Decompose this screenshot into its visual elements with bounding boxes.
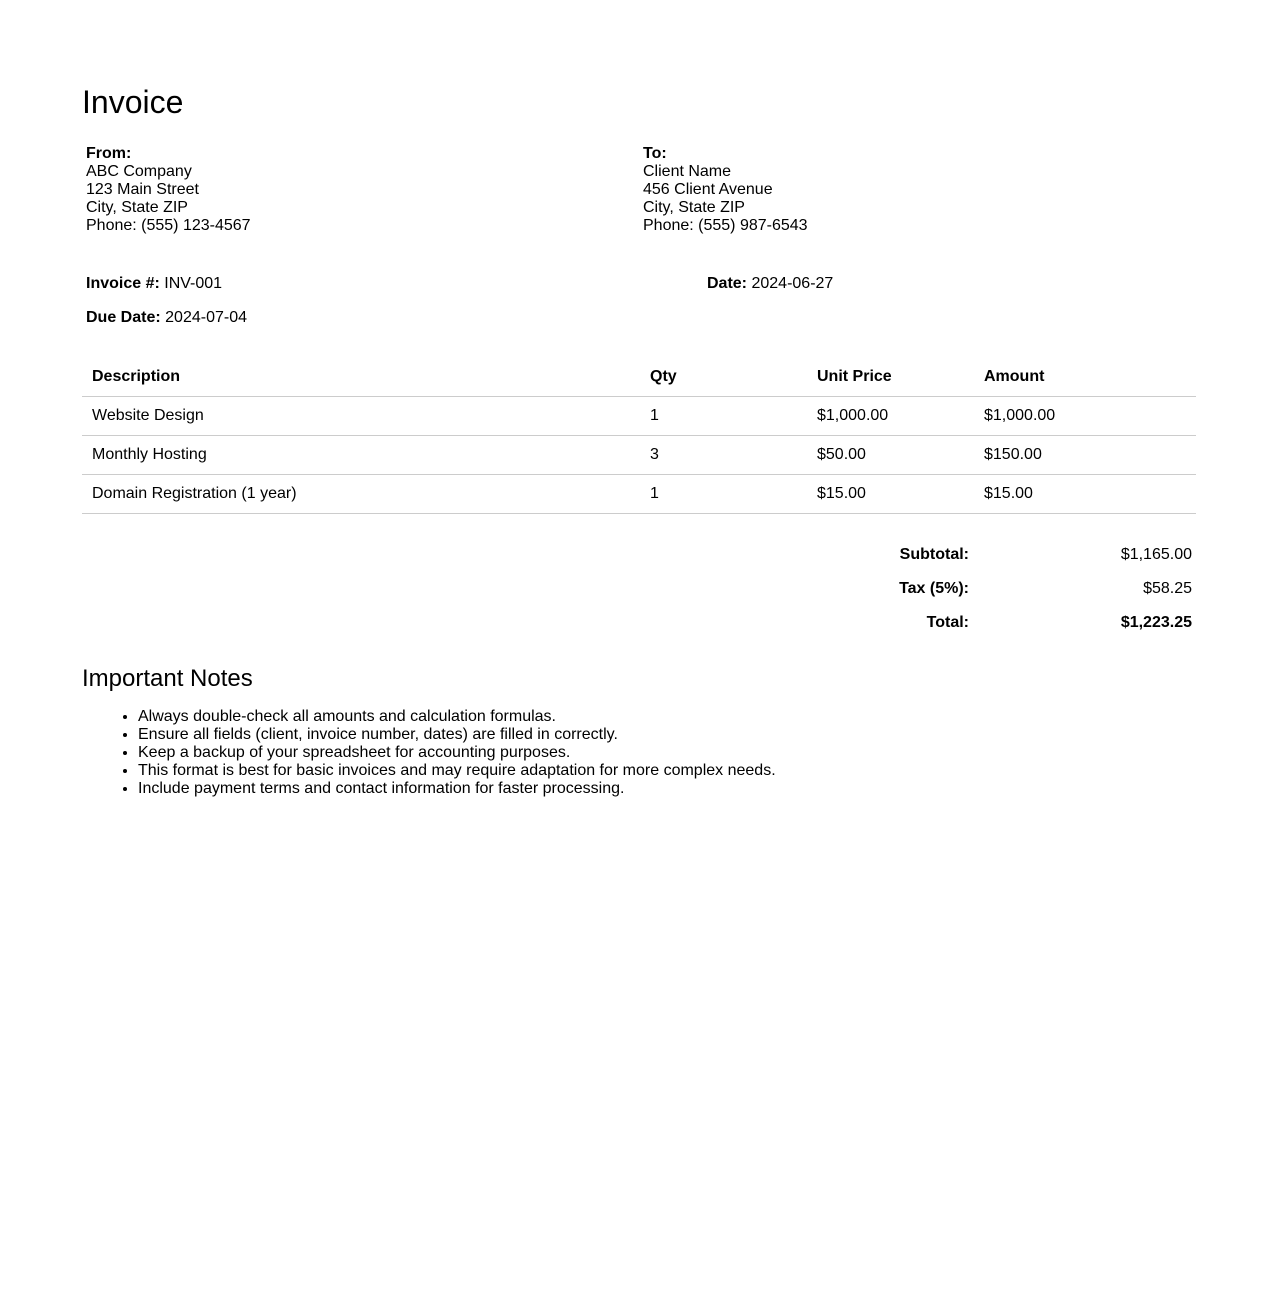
list-item: This format is best for basic invoices a… [138, 762, 776, 780]
due-date-label: Due Date: [86, 309, 161, 326]
cell-unit-price: $50.00 [807, 435, 974, 475]
from-line: ABC Company [86, 163, 192, 180]
cell-qty: 3 [640, 435, 807, 475]
to-address: To: Client Name 456 Client Avenue City, … [643, 145, 808, 235]
table-row: Monthly Hosting 3 $50.00 $150.00 [82, 435, 1196, 475]
list-item: Ensure all fields (client, invoice numbe… [138, 726, 776, 744]
to-line: City, State ZIP [643, 199, 745, 216]
cell-unit-price: $15.00 [807, 474, 974, 514]
total-row: Total: $1,223.25 [82, 613, 1192, 647]
header-qty: Qty [640, 358, 807, 397]
from-label: From: [86, 145, 132, 162]
list-item: Keep a backup of your spreadsheet for ac… [138, 744, 776, 762]
list-item: Include payment terms and contact inform… [138, 780, 776, 798]
to-line: Client Name [643, 163, 732, 180]
from-line: City, State ZIP [86, 199, 188, 216]
line-items-table: Description Qty Unit Price Amount Websit… [82, 358, 1196, 514]
table-row: Website Design 1 $1,000.00 $1,000.00 [82, 396, 1196, 436]
from-address: From: ABC Company 123 Main Street City, … [86, 145, 251, 235]
table-row: Domain Registration (1 year) 1 $15.00 $1… [82, 474, 1196, 514]
from-line: 123 Main Street [86, 181, 199, 198]
due-date-value: 2024-07-04 [165, 309, 247, 326]
invoice-number-value: INV-001 [164, 275, 223, 292]
invoice-date: Date: 2024-06-27 [707, 275, 833, 293]
header-amount: Amount [974, 358, 1196, 397]
cell-description: Monthly Hosting [82, 435, 640, 475]
subtotal-label: Subtotal: [899, 546, 969, 563]
due-date: Due Date: 2024-07-04 [86, 309, 247, 327]
page-title: Invoice [82, 84, 184, 120]
cell-qty: 1 [640, 474, 807, 514]
to-label: To: [643, 145, 667, 162]
cell-amount: $15.00 [974, 474, 1196, 514]
notes-list: Always double-check all amounts and calc… [82, 708, 776, 798]
invoice-number: Invoice #: INV-001 [86, 275, 222, 293]
subtotal-row: Subtotal: $1,165.00 [82, 545, 1192, 579]
cell-qty: 1 [640, 396, 807, 436]
tax-row: Tax (5%): $58.25 [82, 579, 1192, 613]
header-unit-price: Unit Price [807, 358, 974, 397]
table-header-row: Description Qty Unit Price Amount [82, 358, 1196, 397]
invoice-number-label: Invoice #: [86, 275, 160, 292]
from-line: Phone: (555) 123-4567 [86, 217, 251, 234]
cell-description: Website Design [82, 396, 640, 436]
date-value: 2024-06-27 [751, 275, 834, 292]
cell-amount: $150.00 [974, 435, 1196, 475]
totals-section: Subtotal: $1,165.00 Tax (5%): $58.25 Tot… [82, 545, 1192, 647]
list-item: Always double-check all amounts and calc… [138, 708, 776, 726]
to-line: 456 Client Avenue [643, 181, 773, 198]
total-value: $1,223.25 [1120, 614, 1192, 631]
tax-value: $58.25 [1143, 580, 1192, 597]
to-line: Phone: (555) 987-6543 [643, 217, 808, 234]
cell-amount: $1,000.00 [974, 396, 1196, 436]
cell-unit-price: $1,000.00 [807, 396, 974, 436]
notes-title: Important Notes [82, 665, 253, 692]
date-label: Date: [707, 275, 748, 292]
cell-description: Domain Registration (1 year) [82, 474, 640, 514]
subtotal-value: $1,165.00 [1120, 546, 1192, 563]
total-label: Total: [926, 614, 969, 631]
tax-label: Tax (5%): [899, 580, 969, 597]
header-description: Description [82, 358, 640, 397]
